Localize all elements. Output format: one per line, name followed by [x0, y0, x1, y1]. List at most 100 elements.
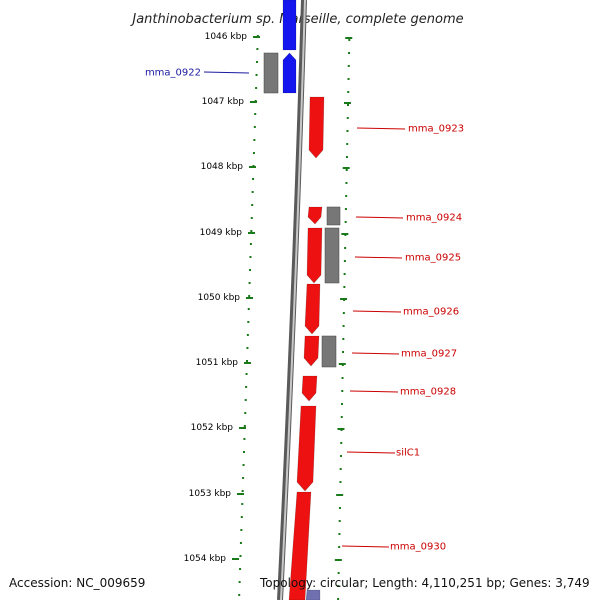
ring-dot	[338, 507, 341, 509]
backbone-highlight	[280, 0, 306, 600]
ring-dot	[345, 156, 348, 158]
ring-dot	[239, 555, 242, 557]
ring-dot	[344, 247, 347, 249]
ring-dot	[345, 169, 348, 171]
gene-arrow	[306, 227, 323, 284]
gene-leader-line	[355, 216, 404, 219]
ring-dot	[252, 152, 255, 154]
ring-dot	[250, 230, 253, 232]
backbone-circle	[277, 0, 307, 600]
gene-arrow	[282, 0, 297, 51]
left-tick-ring: 1046 kbp 1047 kbp 1048 kbp 1049 kbp 1050 kbp…	[184, 32, 260, 596]
kbp-tick-label: 1048 kbp	[201, 162, 244, 172]
ring-dot	[255, 61, 258, 63]
kbp-tick-label: 1052 kbp	[191, 423, 234, 433]
kbp-tick-right	[338, 363, 346, 365]
kbp-tick-label: 1049 kbp	[200, 228, 243, 238]
ring-dot	[344, 208, 347, 210]
kbp-tick	[250, 101, 257, 103]
ring-dot	[344, 221, 347, 223]
ring-dot	[337, 572, 340, 574]
ring-dot	[346, 130, 349, 132]
gene-label: mma_0923	[408, 124, 464, 135]
ring-dot	[243, 425, 246, 427]
kbp-tick-label: 1047 kbp	[202, 97, 245, 107]
ring-dot	[251, 191, 254, 193]
gene-arrow	[304, 283, 321, 335]
ring-dot	[249, 269, 252, 271]
gene-arrow	[301, 375, 318, 402]
ring-dot	[242, 477, 245, 479]
ring-dot	[348, 39, 351, 41]
kbp-tick-right	[336, 494, 344, 496]
kbp-tick-label: 1054 kbp	[184, 554, 227, 564]
kbp-tick-right	[337, 428, 345, 430]
kbp-tick-right	[343, 102, 351, 104]
gene-leader-line	[346, 451, 396, 454]
ring-dot	[245, 386, 248, 388]
kbp-tick	[248, 232, 255, 234]
kbp-tick	[239, 427, 246, 429]
ring-dot	[347, 104, 349, 106]
gene-label: silC1	[396, 448, 420, 459]
other-features	[263, 52, 341, 368]
ring-dot	[242, 451, 245, 453]
kbp-tick	[246, 297, 253, 299]
kbp-tick-label: 1046 kbp	[205, 32, 248, 42]
ring-dot	[340, 416, 343, 418]
ring-dot	[342, 312, 345, 314]
ring-dot	[246, 360, 248, 362]
ring-dot	[239, 542, 242, 544]
kbp-tick	[253, 36, 260, 38]
gene-arrow	[296, 405, 317, 492]
ring-dot	[249, 243, 252, 245]
ring-dot	[246, 347, 249, 349]
kbp-tick	[249, 166, 256, 168]
feature-box	[321, 335, 337, 368]
ring-dot	[345, 195, 348, 197]
gene-label: mma_0927	[401, 349, 457, 360]
ring-dot	[343, 273, 346, 275]
topology-text: Topology: circular; Length: 4,110,251 bp…	[260, 576, 590, 590]
ring-dot	[250, 217, 253, 219]
ring-dot	[243, 438, 246, 440]
ring-dot	[246, 334, 249, 336]
kbp-tick-label: 1050 kbp	[198, 293, 241, 303]
gene-leader-line	[352, 310, 402, 313]
ring-dot	[347, 91, 350, 93]
ring-dot	[347, 78, 350, 80]
kbp-tick	[232, 558, 239, 560]
ring-dot	[240, 529, 243, 531]
gene-arrow	[282, 52, 297, 94]
ring-dot	[341, 390, 344, 392]
gene-leader-line	[351, 352, 400, 355]
ring-dot	[245, 373, 248, 375]
ring-dot	[342, 351, 345, 353]
ring-dot	[340, 442, 343, 444]
gene-label: mma_0928	[400, 387, 456, 398]
ring-dot	[343, 260, 346, 262]
ring-dot	[240, 516, 243, 518]
ring-dot	[342, 338, 345, 340]
ring-dot	[347, 65, 350, 67]
gene-label: mma_0924	[406, 213, 462, 224]
ring-dot	[244, 412, 247, 414]
ring-dot	[241, 503, 244, 505]
kbp-tick-right	[345, 37, 353, 39]
kbp-tick	[244, 362, 251, 364]
gene-labels: mma_0922 mma_0923 mma_0924 mma_0925 mma_0926…	[145, 68, 464, 553]
ring-dot	[253, 139, 256, 141]
ring-dot	[348, 52, 351, 54]
gene-label: mma_0930	[390, 542, 446, 553]
feature-box	[263, 52, 279, 94]
gene-leader-line	[356, 127, 406, 130]
ring-dot	[338, 520, 341, 522]
ring-dot	[255, 87, 258, 89]
gene-label: mma_0926	[403, 307, 459, 318]
gene-leader-line	[349, 390, 399, 393]
feature-box	[324, 227, 340, 284]
gene-arrow	[288, 491, 312, 600]
gene-arrow	[308, 96, 325, 159]
ring-dot	[251, 204, 254, 206]
